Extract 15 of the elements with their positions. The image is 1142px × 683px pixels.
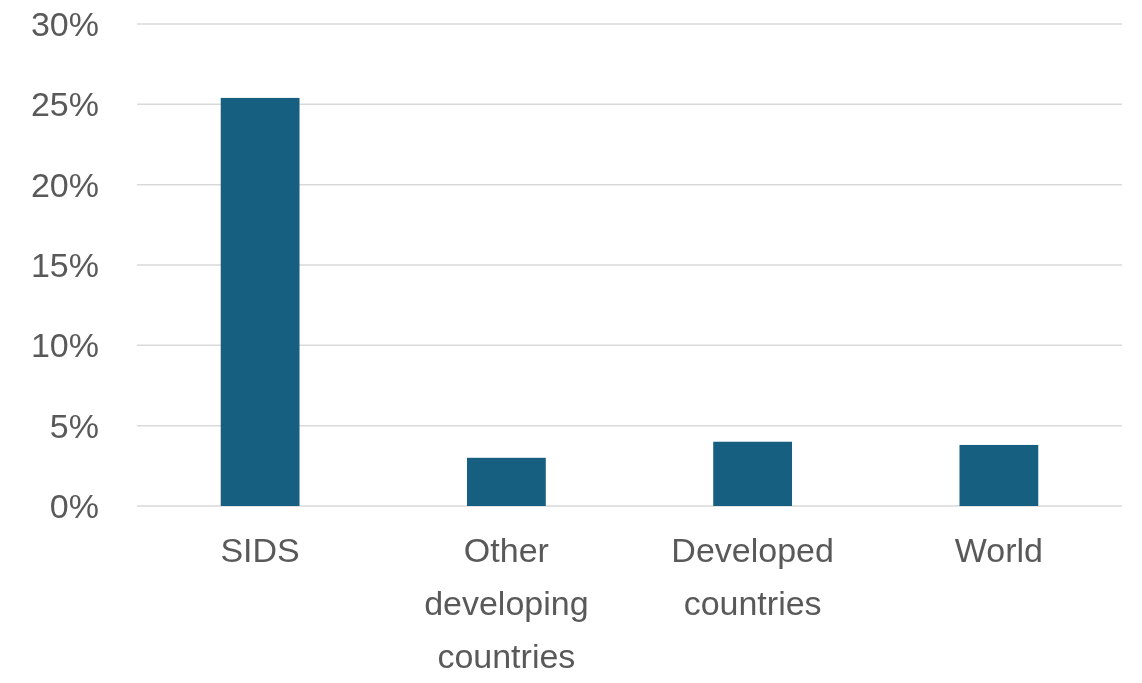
y-tick-label: 20% [30,165,99,204]
x-tick-label: Other developing countries [424,531,589,675]
x-tick-label: Developed countries [671,531,834,622]
y-tick-label: 15% [30,245,99,284]
y-tick-label: 30% [30,4,99,43]
bar [466,457,546,506]
bar [220,97,300,506]
bar [959,444,1039,506]
bar [713,441,793,506]
y-tick-label: 0% [49,486,99,525]
x-tick-label: World [954,531,1043,569]
y-tick-label: 10% [30,326,99,365]
y-tick-label: 25% [30,85,99,124]
y-tick-label: 5% [49,406,99,445]
x-tick-label: SIDS [220,531,300,569]
